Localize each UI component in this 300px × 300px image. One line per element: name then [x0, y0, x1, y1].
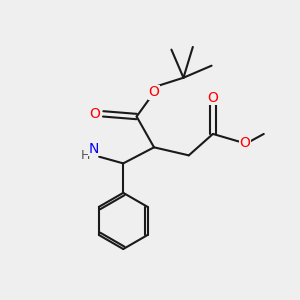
Text: H: H [81, 149, 90, 162]
Text: O: O [240, 136, 250, 150]
Text: N: N [88, 142, 99, 156]
Text: O: O [208, 91, 218, 105]
Text: O: O [90, 107, 101, 121]
Text: O: O [148, 85, 160, 99]
